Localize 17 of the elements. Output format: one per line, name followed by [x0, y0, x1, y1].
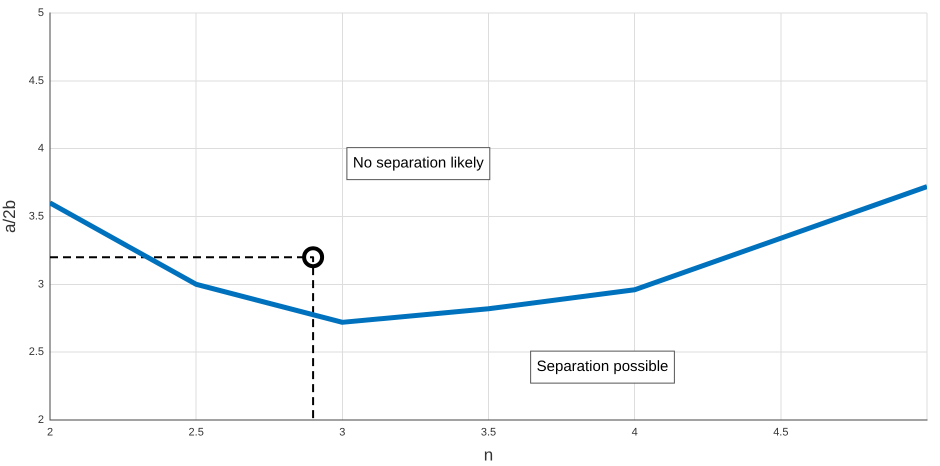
y-tick-label: 3 [38, 278, 44, 290]
y-tick-label: 4.5 [28, 74, 44, 87]
y-tick-label: 2 [38, 414, 44, 426]
x-tick-label: 3 [339, 426, 346, 439]
x-axis-title: n [484, 445, 494, 464]
y-tick-label: 4 [38, 142, 44, 155]
x-tick-label: 4 [632, 426, 638, 439]
x-tick-label: 4.5 [773, 426, 788, 439]
x-tick-label: 3.5 [480, 426, 496, 439]
x-tick-label: 2 [46, 426, 54, 439]
x-tick-label: 2.5 [188, 426, 204, 439]
annotation: No separation likely [352, 154, 484, 172]
y-tick-label: 2.5 [28, 346, 44, 358]
annotation: Separation possible [536, 358, 668, 376]
y-tick-label: 5 [38, 7, 44, 20]
y-tick-label: 3.5 [28, 210, 44, 223]
y-axis-title: a/2b [0, 200, 19, 234]
